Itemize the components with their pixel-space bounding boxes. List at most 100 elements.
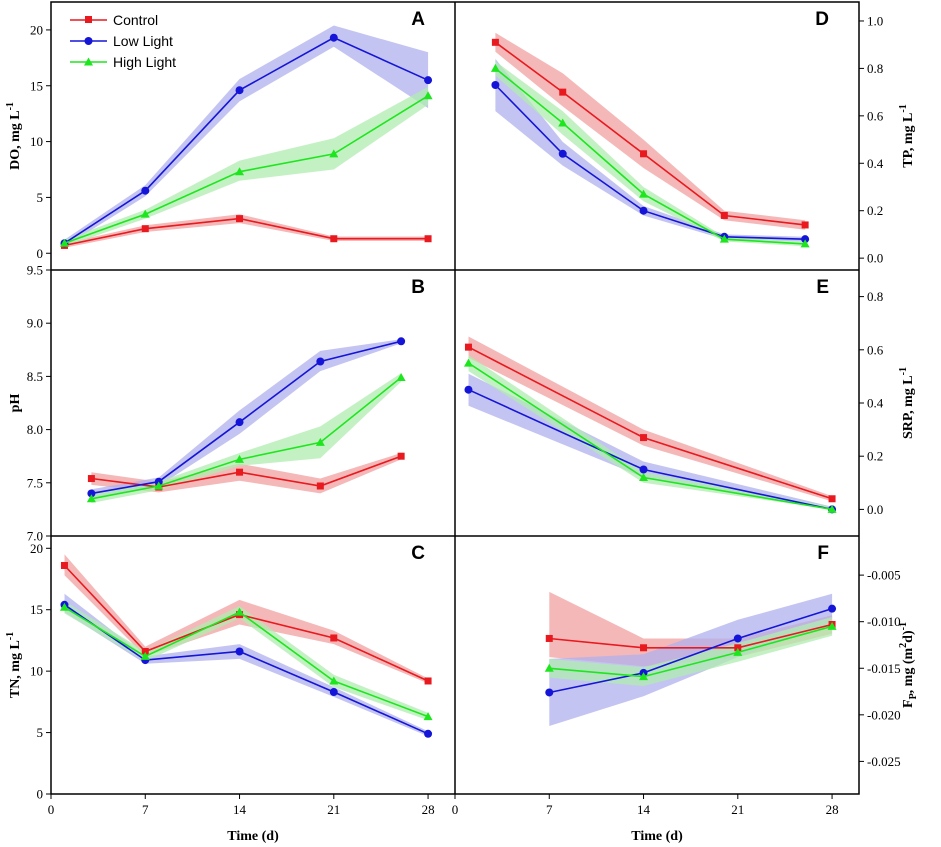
point-low-light-f-2 — [733, 634, 742, 643]
panel-b: 7.0 7.5 8.0 8.5 9.0 9.5 BpH — [8, 263, 425, 544]
point-control-a-3 — [330, 235, 338, 243]
legend-item-control: Control — [70, 12, 158, 28]
point-low-light-d-0 — [491, 81, 500, 90]
ytick-label-b-5: 9.5 — [27, 263, 43, 278]
point-high-light-f-3 — [827, 621, 837, 630]
point-control-c-3 — [330, 634, 338, 642]
panel-letter-f: F — [817, 543, 829, 564]
point-high-light-b-2 — [235, 454, 245, 463]
panel-e: 0.0 0.2 0.4 0.6 0.8 E SRP, mg L-1 — [463, 277, 916, 517]
point-high-light-d-1 — [558, 118, 568, 127]
ylabel-b: pH — [8, 394, 23, 413]
point-low-light-b-2 — [235, 418, 244, 427]
point-high-light-c-4 — [423, 712, 433, 721]
ylabel-d: TP, mg L-1 — [898, 104, 916, 167]
legend: Control Low Light High Light — [70, 12, 176, 70]
band-low-light-a — [64, 25, 429, 247]
panel-d: 0.0 0.2 0.4 0.6 0.8 1.0 D TP, mg L-1 — [490, 9, 916, 266]
ylabel-a: DO, mg L-1 — [5, 102, 23, 170]
band-control-d — [495, 32, 806, 230]
panel-letter-b: B — [411, 277, 425, 298]
point-high-light-d-3 — [719, 234, 729, 243]
point-low-light-c-4 — [424, 729, 433, 738]
point-control-d-3 — [720, 211, 728, 219]
ytick-label-d-0: 0.0 — [867, 251, 883, 266]
point-control-c-1 — [141, 647, 149, 655]
panel-letter-d: D — [815, 9, 829, 30]
point-control-f-2 — [734, 644, 742, 652]
panel-letter-a: A — [411, 9, 425, 30]
legend-item-low-light: Low Light — [70, 33, 173, 49]
point-low-light-a-4 — [424, 76, 433, 85]
legend-label-low-light: Low Light — [113, 33, 173, 49]
point-low-light-d-1 — [558, 149, 567, 158]
point-high-light-c-2 — [235, 607, 245, 616]
ytick-label-e-3: 0.6 — [867, 342, 884, 357]
point-high-light-e-0 — [463, 358, 473, 367]
point-high-light-f-1 — [639, 672, 649, 681]
ytick-label-f-2: -0.015 — [867, 661, 901, 676]
xtick-label-c-0: 0 — [48, 802, 55, 817]
point-low-light-c-3 — [329, 688, 338, 697]
xtick-label-f-1: 7 — [546, 802, 553, 817]
series-line-control-f — [549, 623, 833, 649]
ytick-label-a-1: 5 — [37, 190, 44, 205]
panel-letter-e: E — [816, 277, 829, 298]
point-low-light-a-2 — [235, 86, 244, 95]
ytick-label-a-0: 0 — [37, 246, 44, 261]
point-control-e-1 — [640, 434, 648, 442]
ytick-label-c-4: 20 — [30, 541, 43, 556]
band-control-a — [64, 214, 429, 248]
panel-letter-c: C — [411, 543, 425, 564]
point-control-b-2 — [236, 468, 244, 476]
xtick-label-c-1: 7 — [142, 802, 149, 817]
point-control-a-2 — [236, 215, 244, 223]
panels-layer: 0 5 10 15 20 A DO, mg L-1 7.0 7.5 8.0 8.5 9.0 9.5 BpH… — [5, 9, 919, 844]
band-high-light-a — [64, 86, 429, 247]
panel-a: 0 5 10 15 20 A DO, mg L-1 — [5, 9, 433, 261]
ytick-label-d-1: 0.2 — [867, 203, 883, 218]
band-low-light-d — [495, 58, 806, 242]
ytick-label-b-0: 7.0 — [27, 529, 43, 544]
point-control-d-2 — [640, 150, 648, 158]
panel-c: 0 5 10 15 20 0 7 14 21 28 Time (d) C TN, mg L-1 — [5, 541, 435, 844]
point-high-light-b-3 — [315, 437, 325, 446]
point-low-light-e-1 — [639, 465, 648, 474]
point-control-b-3 — [316, 482, 324, 490]
point-control-c-4 — [424, 677, 432, 685]
point-high-light-f-0 — [544, 663, 554, 672]
ylabel-e: SRP, mg L-1 — [898, 367, 916, 439]
point-control-d-1 — [559, 88, 567, 96]
legend-marker-high-light — [84, 57, 93, 66]
ytick-label-d-4: 0.8 — [867, 61, 883, 76]
frames-layer — [50, 1, 860, 795]
point-high-light-b-4 — [396, 372, 406, 381]
ytick-label-d-3: 0.6 — [867, 108, 884, 123]
ytick-label-b-3: 8.5 — [27, 369, 43, 384]
ytick-label-b-1: 7.5 — [27, 475, 43, 490]
point-high-light-a-4 — [423, 91, 433, 100]
point-high-light-e-2 — [827, 504, 837, 513]
point-control-a-1 — [141, 225, 149, 233]
xtick-label-c-4: 28 — [422, 802, 435, 817]
point-control-b-4 — [397, 452, 405, 460]
point-high-light-e-1 — [639, 472, 649, 481]
point-control-d-0 — [491, 38, 499, 46]
ytick-label-e-1: 0.2 — [867, 449, 883, 464]
point-high-light-b-1 — [154, 481, 164, 490]
point-high-light-a-1 — [140, 209, 150, 218]
point-low-light-a-1 — [141, 186, 150, 195]
legend-label-control: Control — [113, 12, 158, 28]
point-low-light-b-4 — [397, 337, 406, 346]
ytick-label-a-4: 20 — [30, 22, 43, 37]
xtick-label-c-3: 21 — [327, 802, 340, 817]
band-high-light-b — [91, 373, 402, 503]
ytick-label-e-2: 0.4 — [867, 396, 884, 411]
xtick-label-f-3: 21 — [731, 802, 744, 817]
ytick-label-f-3: -0.010 — [867, 614, 901, 629]
ylabel-c: TN, mg L-1 — [5, 632, 23, 698]
band-high-light-f — [549, 617, 833, 686]
legend-label-high-light: High Light — [113, 54, 176, 70]
series-line-high-light-f — [549, 625, 833, 678]
